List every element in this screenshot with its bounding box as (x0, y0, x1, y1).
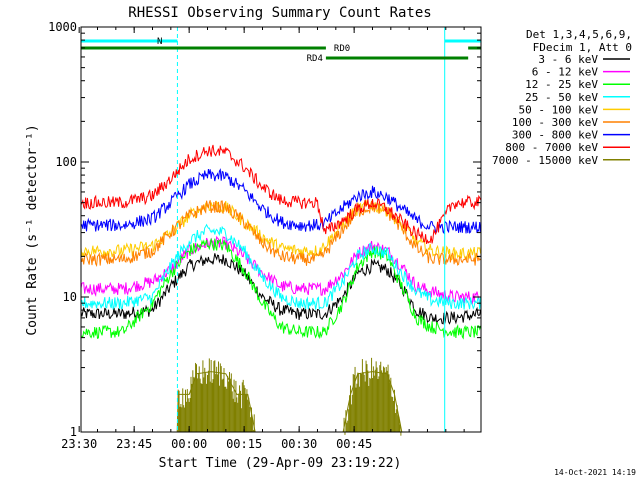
x-tick-label-0: 23:30 (61, 437, 97, 451)
plot-area: N RD0 RD4 (80, 27, 482, 436)
legend-label-1: 6 - 12 keV (532, 66, 599, 79)
series-line-6 (80, 168, 482, 235)
x-tick-label-2: 00:00 (171, 437, 207, 451)
series-line-7 (80, 144, 482, 245)
series-line-4 (80, 200, 482, 261)
flag-label-RD4: RD4 (307, 54, 323, 64)
chart-title: RHESSI Observing Summary Count Rates (128, 5, 431, 21)
series-line-1 (80, 235, 481, 305)
plot-frame (80, 26, 482, 433)
legend-label-5: 100 - 300 keV (512, 116, 598, 129)
legend-label-0: 3 - 6 keV (538, 53, 598, 66)
y-tick-label-2: 100 (55, 155, 77, 169)
y-axis: 1 10 100 1000 (48, 20, 481, 439)
y-tick-label-3: 1000 (48, 20, 77, 34)
legend: Det 1,3,4,5,6,9,FDecim 1, Att 03 - 6 keV… (492, 28, 632, 167)
footer-date: 14-Oct-2021 14:19 (554, 468, 636, 477)
flag-label-N: N (157, 37, 162, 47)
legend-label-3: 25 - 50 keV (525, 91, 598, 104)
flag-label-RD0: RD0 (334, 44, 350, 54)
y-tick-label-1: 10 (63, 290, 77, 304)
legend-label-4: 50 - 100 keV (519, 103, 599, 116)
legend-label-8: 7000 - 15000 keV (492, 154, 598, 167)
x-tick-label-1: 23:45 (116, 437, 152, 451)
legend-label-2: 12 - 25 keV (525, 78, 598, 91)
series-line-3 (80, 223, 482, 311)
x-tick-label-5: 00:45 (336, 437, 372, 451)
legend-header-1: FDecim 1, Att 0 (533, 41, 632, 54)
series-line-8 (81, 371, 481, 433)
y-axis-label: Count Rate (s⁻¹ detector⁻¹) (25, 124, 40, 335)
series-line-2 (81, 238, 482, 340)
legend-label-7: 800 - 7000 keV (505, 141, 598, 154)
x-tick-label-3: 00:15 (226, 437, 262, 451)
legend-label-6: 300 - 800 keV (512, 129, 598, 142)
y-tick-label-0: 1 (70, 425, 77, 439)
x-axis-label: Start Time (29-Apr-09 23:19:22) (159, 456, 402, 471)
x-axis: 23:30 23:45 00:00 00:15 00:30 00:45 (61, 27, 465, 451)
x-tick-label-4: 00:30 (281, 437, 317, 451)
series-line-5 (80, 200, 481, 267)
legend-header-0: Det 1,3,4,5,6,9, (526, 28, 632, 41)
